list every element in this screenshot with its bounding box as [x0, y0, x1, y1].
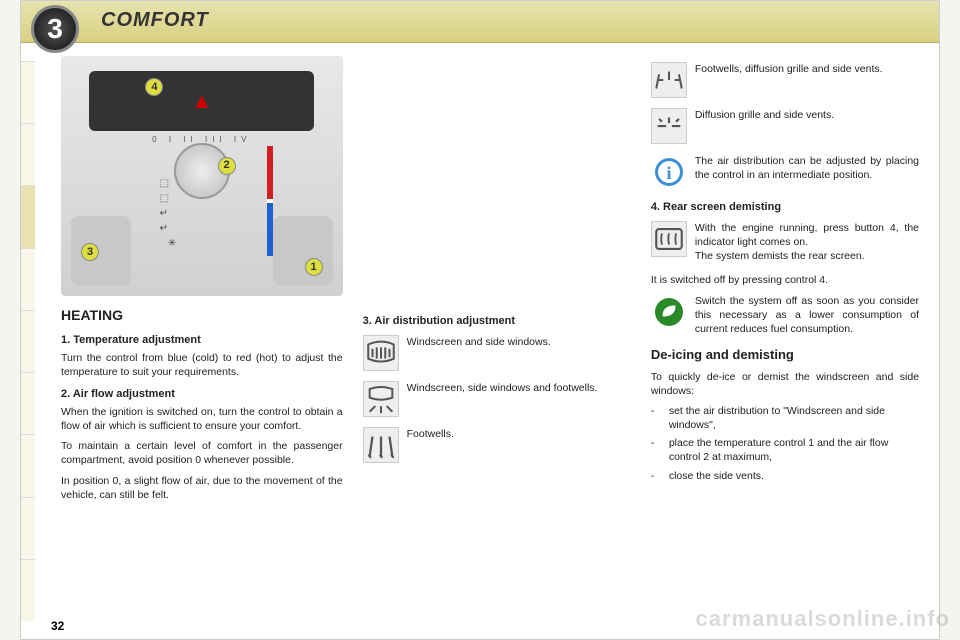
- rear-demist-body: With the engine running, press button 4,…: [695, 221, 919, 264]
- info-text: The air distribution can be adjusted by …: [695, 154, 919, 182]
- deicing-title: De-icing and demisting: [651, 346, 919, 364]
- list-item: set the air distribution to "Windscreen …: [651, 404, 919, 432]
- footwell-icon: [363, 427, 399, 463]
- air-dist-opt3: Footwells.: [407, 427, 631, 441]
- air-dist-opt1: Windscreen and side windows.: [407, 335, 631, 349]
- rear-demist-icon: [651, 221, 687, 257]
- watermark: carmanualsonline.info: [696, 606, 951, 632]
- windscreen-icon: [363, 335, 399, 371]
- airflow-body2: To maintain a certain level of comfort i…: [61, 439, 343, 467]
- footwell-diffusion-icon: [651, 62, 687, 98]
- dash-panel: ▲: [89, 71, 314, 131]
- windscreen-footwell-icon: [363, 381, 399, 417]
- page-number: 32: [51, 619, 64, 633]
- temp-strip: [267, 146, 273, 256]
- dashboard-illustration: ▲ 0 I II III IV ⬚⬚↵↵ ✳ 1 2 3 4: [61, 56, 343, 296]
- heating-title: HEATING: [61, 306, 343, 325]
- air-dist-title: 3. Air distribution adjustment: [363, 314, 631, 329]
- info-icon: i: [651, 154, 687, 190]
- eco-text: Switch the system off as soon as you con…: [695, 294, 919, 337]
- list-item: close the side vents.: [651, 469, 919, 483]
- chapter-badge: 3: [31, 5, 79, 53]
- airflow-title: 2. Air flow adjustment: [61, 387, 343, 402]
- air-mode-icons: ⬚⬚↵↵ ✳: [160, 176, 177, 251]
- rear-demist-title: 4. Rear screen demisting: [651, 200, 919, 215]
- rear-demist-off: It is switched off by pressing control 4…: [651, 273, 919, 287]
- side-tabs: [21, 61, 35, 621]
- vent-left: [71, 216, 131, 286]
- list-item: place the temperature control 1 and the …: [651, 436, 919, 464]
- airflow-body3: In position 0, a slight flow of air, due…: [61, 474, 343, 502]
- svg-text:i: i: [666, 163, 671, 183]
- marker-3: 3: [81, 243, 99, 261]
- deicing-list: set the air distribution to "Windscreen …: [651, 404, 919, 483]
- air-dist-opt5: Diffusion grille and side vents.: [695, 108, 919, 122]
- temp-adjust-body: Turn the control from blue (cold) to red…: [61, 351, 343, 379]
- hazard-icon: ▲: [191, 86, 213, 116]
- air-dist-opt4: Footwells, diffusion grille and side ven…: [695, 62, 919, 76]
- temp-adjust-title: 1. Temperature adjustment: [61, 333, 343, 348]
- air-dist-opt2: Windscreen, side windows and footwells.: [407, 381, 631, 395]
- airflow-body1: When the ignition is switched on, turn t…: [61, 405, 343, 433]
- eco-icon: [651, 294, 687, 330]
- deicing-intro: To quickly de-ice or demist the windscre…: [651, 370, 919, 398]
- header-title: COMFORT: [101, 9, 209, 32]
- marker-1: 1: [305, 258, 323, 276]
- vent-right: [273, 216, 333, 286]
- diffusion-vents-icon: [651, 108, 687, 144]
- marker-2: 2: [218, 157, 236, 175]
